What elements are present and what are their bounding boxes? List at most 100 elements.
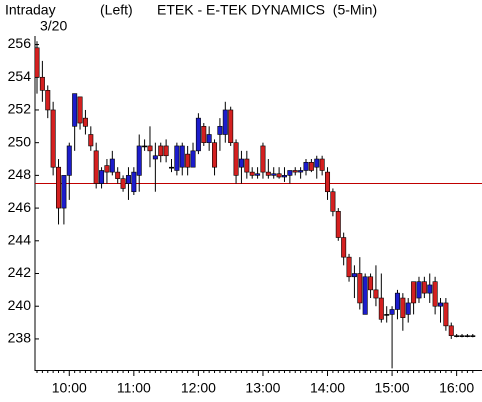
candle-body	[427, 284, 433, 294]
candle-body	[147, 145, 153, 152]
candle-body	[416, 281, 422, 299]
y-tick-label: 256	[8, 35, 32, 51]
candle-body	[432, 281, 438, 307]
candle-body	[109, 158, 115, 173]
candle-body	[271, 173, 277, 176]
x-tick-label: 12:00	[181, 380, 216, 396]
candle-body	[136, 145, 142, 176]
candle-body	[351, 273, 357, 278]
candle-body	[66, 145, 72, 176]
candle-body	[45, 90, 51, 111]
candle-body	[357, 273, 363, 304]
x-tick-label: 16:00	[439, 380, 474, 396]
candle-body	[104, 165, 110, 173]
candle-body	[303, 161, 309, 171]
y-tick-label: 246	[8, 199, 32, 215]
y-tick-label: 242	[8, 264, 32, 280]
candle-body	[82, 117, 88, 127]
candle-body	[454, 335, 460, 337]
candle-body	[346, 256, 352, 278]
candle-body	[120, 178, 126, 189]
y-tick-label: 250	[8, 133, 32, 149]
candle-body	[335, 211, 341, 238]
candle-body	[152, 155, 158, 160]
candle-body	[373, 289, 379, 299]
y-tick-label: 254	[8, 68, 32, 84]
candle-body	[201, 126, 207, 143]
candle-body	[212, 142, 218, 168]
candle-body	[319, 158, 325, 171]
candle-body	[228, 109, 234, 143]
candle-body	[265, 171, 271, 176]
candle-body	[459, 335, 465, 337]
candle-body	[158, 145, 164, 157]
candle-body	[314, 158, 320, 168]
candle-body	[61, 175, 67, 209]
candle-body	[39, 76, 45, 91]
candle-body	[281, 175, 287, 178]
candle-body	[411, 281, 417, 304]
chart-title: ETEK - E-TEK DYNAMICS (5-Min)	[157, 2, 377, 18]
candle-body	[308, 161, 314, 171]
candle-body	[50, 109, 56, 168]
candle-body	[88, 134, 94, 147]
candle-body	[443, 302, 449, 327]
candle-body	[378, 297, 384, 320]
candle-body	[368, 276, 374, 291]
candle-body	[99, 170, 105, 184]
candle-body	[238, 158, 244, 168]
candle-body	[77, 96, 83, 124]
candle-body	[72, 93, 78, 127]
candle-body	[298, 170, 304, 173]
candle-body	[179, 145, 185, 168]
candle-body	[330, 191, 336, 212]
x-tick-label: 11:00	[117, 380, 151, 396]
candle-body	[195, 117, 201, 152]
candle-body	[464, 335, 470, 337]
chart-date: 3/20	[40, 18, 67, 34]
candle-body	[384, 314, 390, 316]
candle-body	[405, 302, 411, 315]
chart-label: Intraday	[5, 2, 56, 18]
y-tick-label: 252	[8, 101, 32, 117]
x-tick-label: 13:00	[245, 380, 280, 396]
candle-body	[255, 173, 261, 176]
candle-body	[222, 109, 228, 135]
candle-body	[421, 281, 427, 294]
candle-body	[169, 166, 175, 169]
candle-body	[93, 150, 99, 184]
candle-body	[400, 297, 406, 318]
candle-body	[389, 309, 395, 315]
y-tick-label: 240	[8, 297, 32, 313]
x-tick-label: 14:00	[310, 380, 345, 396]
candle-body	[142, 145, 148, 148]
candle-body	[185, 153, 191, 168]
candle-body	[341, 237, 347, 258]
candle-body	[394, 292, 400, 310]
candle-body	[217, 126, 223, 135]
chart-panel: (Left)	[100, 2, 133, 18]
candle-body	[448, 325, 454, 336]
candle-body	[56, 166, 62, 209]
candle-body	[190, 150, 196, 168]
candle-body	[325, 171, 331, 193]
candle-body	[470, 335, 476, 337]
candle-body	[115, 171, 121, 179]
candle-body	[292, 170, 298, 173]
candle-body	[437, 302, 443, 307]
x-tick-label: 10:00	[52, 380, 87, 396]
candle-body	[276, 173, 282, 178]
candle-body	[244, 158, 250, 173]
candle-body	[163, 145, 169, 157]
y-tick-label: 248	[8, 166, 32, 182]
x-tick-label: 15:00	[375, 380, 410, 396]
candle-body	[125, 175, 131, 184]
candle-body	[260, 145, 266, 173]
candle-body	[174, 145, 180, 171]
candle-body	[206, 134, 212, 143]
candle-body	[362, 276, 368, 315]
y-tick-label: 238	[8, 330, 32, 346]
candle-body	[249, 171, 255, 176]
y-tick-label: 244	[8, 232, 32, 248]
